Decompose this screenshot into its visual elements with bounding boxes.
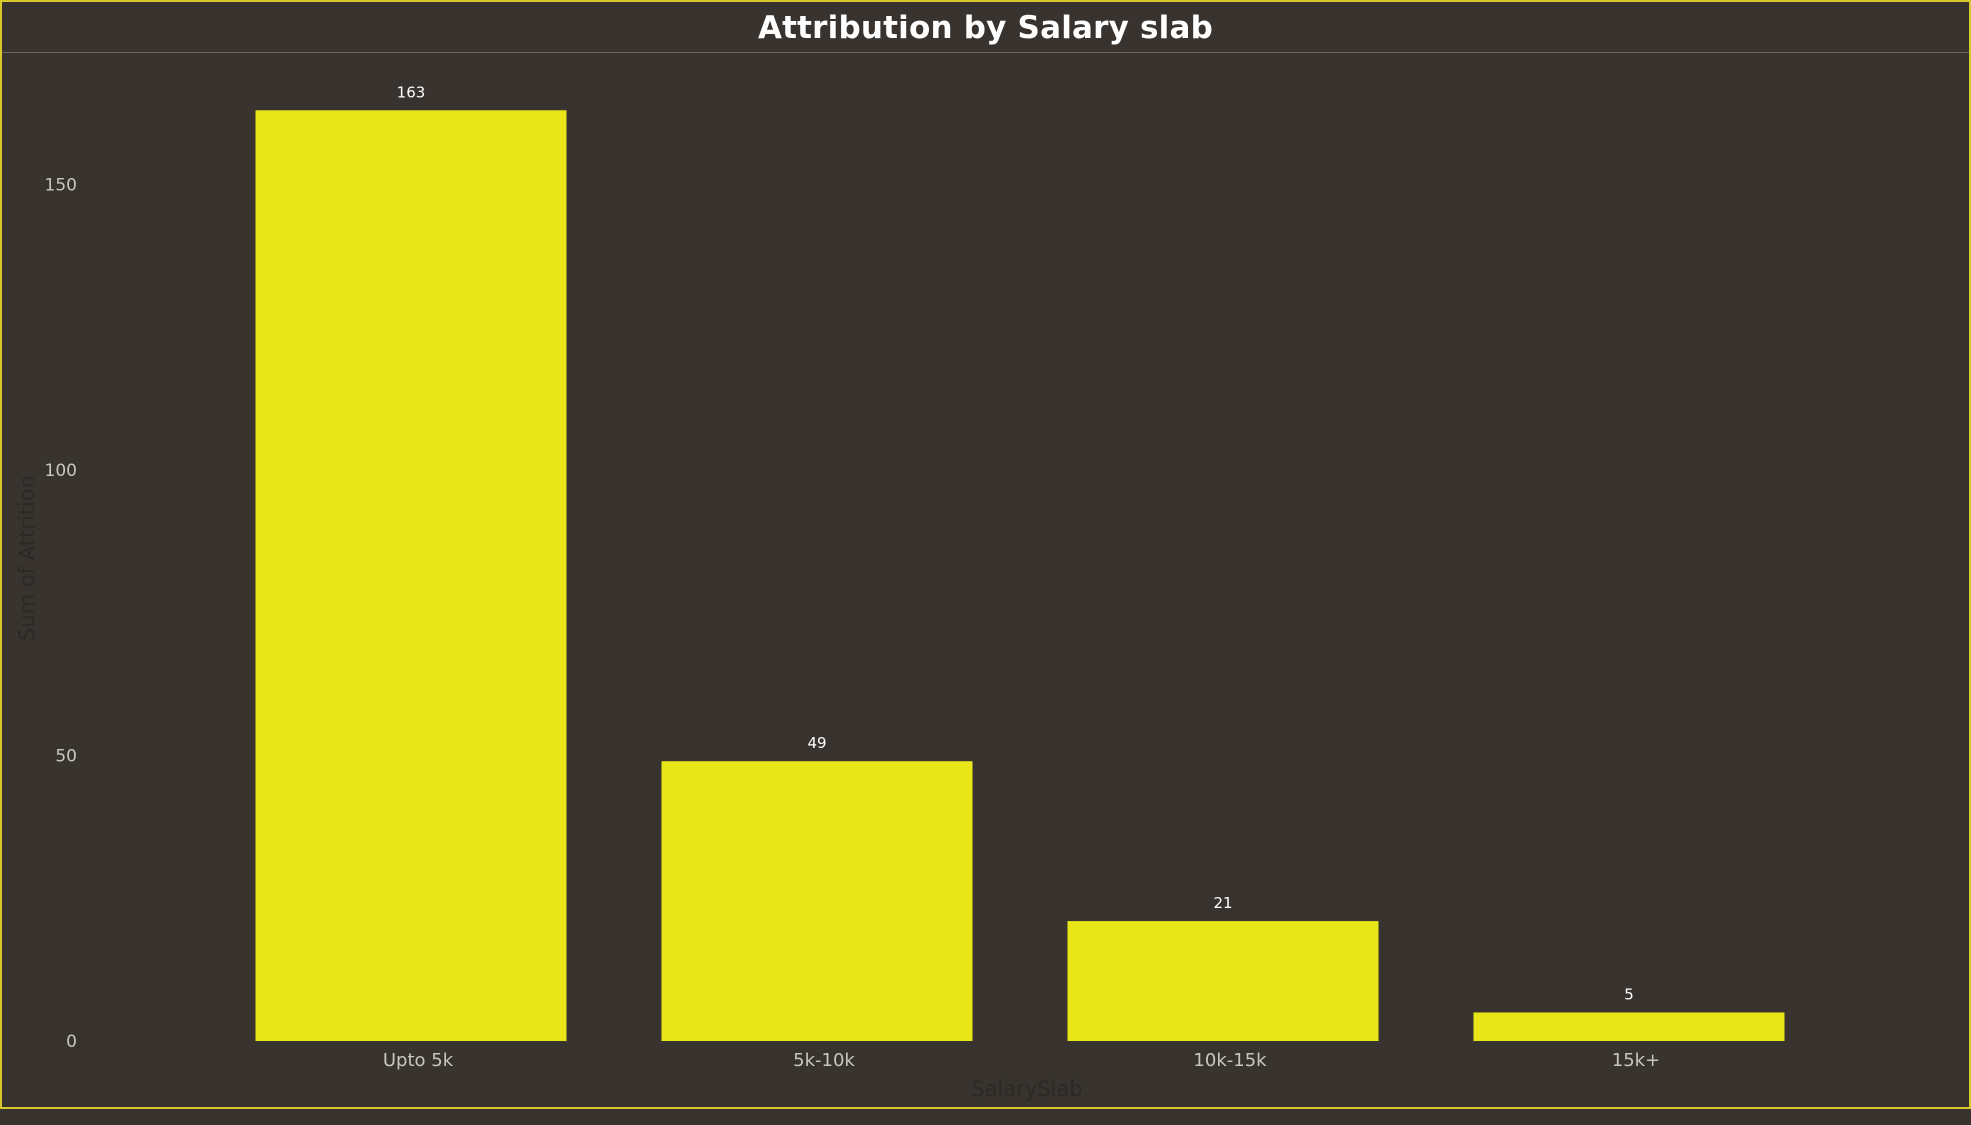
- x-axis: Upto 5k 5k-10k 10k-15k 15k+: [383, 1050, 1660, 1071]
- bars-group: [255, 110, 1785, 1041]
- bar-value-label: 163: [397, 83, 426, 101]
- bar[interactable]: [1067, 921, 1379, 1041]
- bar-value-label: 49: [807, 734, 826, 752]
- y-tick-label: 150: [45, 176, 77, 196]
- y-axis: 0 50 100 150: [45, 176, 77, 1053]
- y-axis-title: Sum of Attrition: [15, 475, 39, 641]
- bar-value-label: 21: [1213, 894, 1232, 912]
- y-tick-label: 50: [55, 747, 77, 767]
- x-tick-label: 5k-10k: [793, 1050, 855, 1071]
- bar[interactable]: [1473, 1012, 1785, 1041]
- bar-value-label: 5: [1624, 985, 1634, 1003]
- x-axis-title: SalarySlab: [971, 1077, 1082, 1101]
- x-tick-label: 10k-15k: [1193, 1050, 1267, 1071]
- bar[interactable]: [661, 761, 973, 1041]
- chart-header: Attribution by Salary slab: [2, 2, 1969, 53]
- chart-title: Attribution by Salary slab: [757, 10, 1214, 46]
- data-labels-group: 163 49 21 5: [397, 83, 1634, 1003]
- bar[interactable]: [255, 110, 567, 1041]
- y-tick-label: 100: [45, 461, 77, 481]
- x-tick-label: 15k+: [1612, 1050, 1660, 1071]
- x-tick-label: Upto 5k: [383, 1050, 454, 1071]
- y-tick-label: 0: [66, 1032, 77, 1052]
